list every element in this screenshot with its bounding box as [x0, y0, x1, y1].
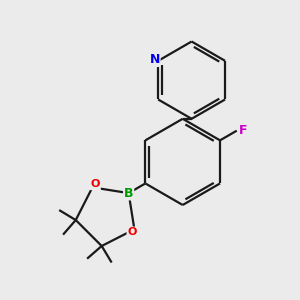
Text: F: F: [239, 124, 248, 137]
Text: O: O: [91, 179, 100, 189]
Text: N: N: [149, 53, 160, 66]
Text: O: O: [127, 227, 137, 237]
Text: B: B: [124, 187, 134, 200]
